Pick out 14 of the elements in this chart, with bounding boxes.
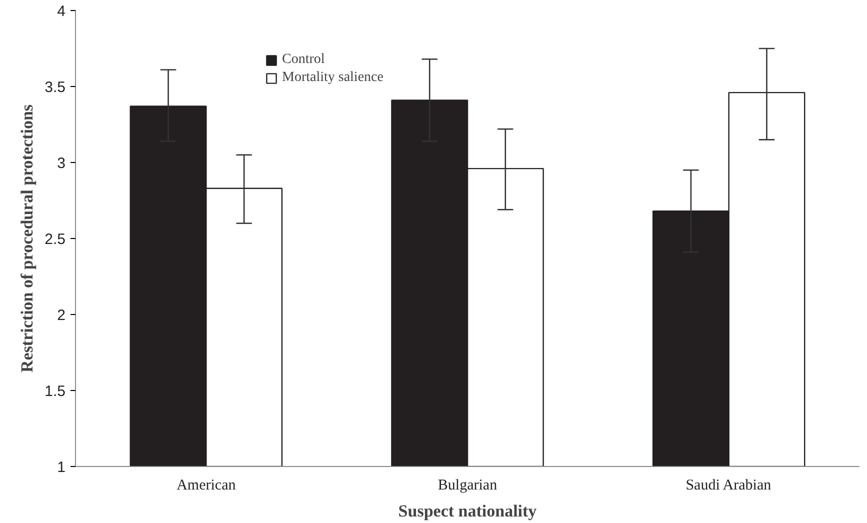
y-tick-label: 2.5	[44, 231, 66, 248]
y-tick-label: 1.5	[44, 383, 66, 400]
x-axis-title: Suspect nationality	[398, 502, 538, 520]
y-tick-label: 3	[57, 155, 66, 172]
x-tick-label: Saudi Arabian	[686, 478, 772, 494]
y-tick-label: 2	[57, 307, 66, 324]
x-tick-label: American	[176, 478, 236, 494]
y-axis-title: Restriction of procedural protections	[18, 104, 37, 373]
legend-label: Control	[282, 52, 325, 68]
x-tick-label: Bulgarian	[438, 478, 498, 494]
legend-label: Mortality salience	[282, 70, 384, 86]
y-tick-label: 4	[57, 3, 66, 20]
y-tick-label: 1	[57, 459, 66, 476]
y-tick-label: 3.5	[44, 79, 66, 96]
